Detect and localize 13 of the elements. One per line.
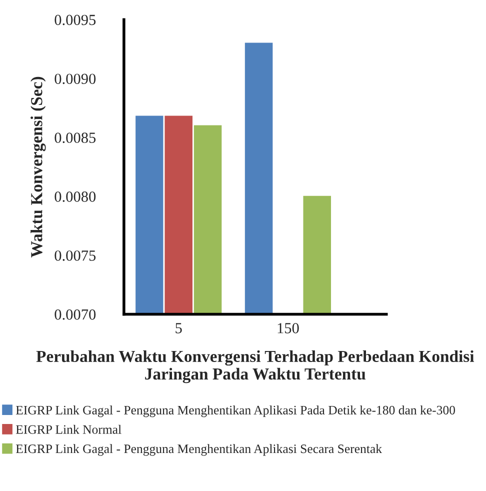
legend-label: EIGRP Link Normal xyxy=(16,424,122,434)
y-tick-label: 0.0075 xyxy=(54,250,96,261)
x-tick-label: 5 xyxy=(176,323,182,334)
y-axis-title: Waktu Konvergensi (Sec) xyxy=(30,76,46,258)
legend-label: EIGRP Link Gagal - Pengguna Menghentikan Aplikasi Secara Serentak xyxy=(16,444,382,456)
x-axis-title: Perubahan Waktu Konvergensi Terhadap Perbedaan Kondisi Jaringan Pada Waktu Tertentu xyxy=(36,350,474,384)
y-tick-label: 0.0080 xyxy=(54,192,96,202)
y-tick-label: 0.0070 xyxy=(54,309,96,320)
x-tick-label: 150 xyxy=(278,323,299,334)
legend-label: EIGRP Link Gagal - Pengguna Menghentikan Aplikasi Pada Detik ke-180 dan ke-300 xyxy=(16,405,456,418)
y-tick-label: 0.0095 xyxy=(54,14,96,26)
y-tick-label: 0.0085 xyxy=(54,132,96,143)
y-tick-label: 0.0090 xyxy=(54,74,96,84)
